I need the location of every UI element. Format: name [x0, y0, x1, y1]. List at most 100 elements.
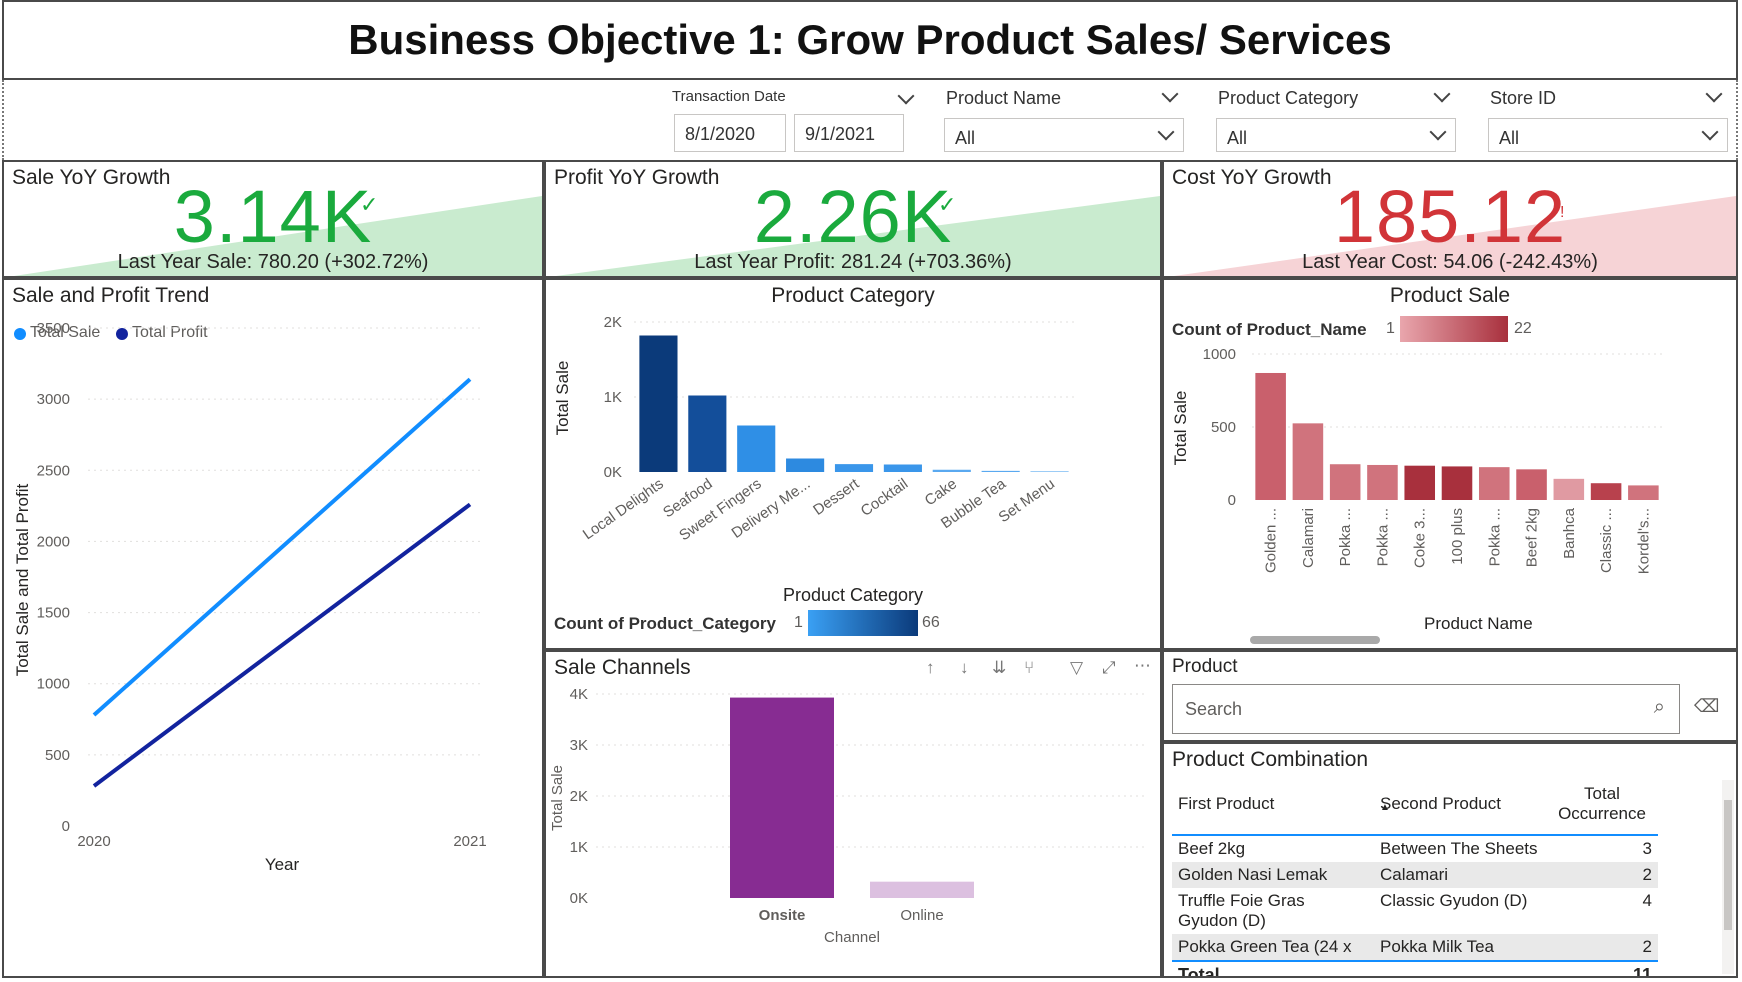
slicer-bar: Transaction Date 8/1/2020 9/1/2021 Produ… [2, 80, 1738, 160]
product-sale-bar-chart[interactable]: 0 500 1000 Total Sale Golden ... Calamari Pokk… [1164, 280, 1736, 616]
category-chart-panel[interactable]: Product Category 0K 1K 2K Total Sale Local D… [544, 278, 1162, 650]
table-row[interactable]: Beef 2kg Between The Sheets 3 [1172, 835, 1658, 862]
bar-onsite [730, 697, 834, 898]
store-id-slicer-label: Store ID [1490, 88, 1557, 108]
y-tick-label: 3K [570, 737, 588, 754]
column-second-product[interactable]: Second Product ▲ [1374, 778, 1546, 836]
category-legend-gradient [808, 610, 918, 636]
date-from-input[interactable]: 8/1/2020 [674, 114, 786, 152]
store-id-dropdown[interactable]: All [1488, 118, 1728, 152]
kpi-cost-alert-icon: ! [1560, 204, 1565, 221]
y-tick-label: 500 [1211, 419, 1236, 436]
y-tick-label: 3000 [37, 391, 70, 408]
category-legend-min: 1 [794, 614, 803, 631]
product-search-panel: Product Search ⌕ ⌫ [1162, 650, 1738, 742]
x-tick-label: Pokka ... [1337, 508, 1354, 566]
focus-mode-icon[interactable]: ⤢ [1102, 658, 1116, 677]
search-icon[interactable]: ⌕ [1653, 696, 1665, 718]
drill-down-icon[interactable]: ↓ [960, 658, 969, 677]
product-category-header-chevron-icon[interactable] [1433, 85, 1451, 103]
x-tick-label: Golden ... [1263, 508, 1280, 573]
product-name-dropdown[interactable]: All [944, 118, 1184, 152]
table-scrollbar[interactable] [1722, 780, 1734, 974]
y-tick-label: 2500 [37, 462, 70, 479]
table-row[interactable]: Truffle Foie Gras Gyudon (D) Classic Gyu… [1172, 888, 1658, 934]
x-tick-label: Online [900, 907, 943, 924]
product-sale-scrollbar[interactable] [1250, 636, 1380, 644]
x-tick-label: Onsite [759, 907, 806, 924]
filter-icon[interactable]: ▽ [1070, 658, 1084, 677]
category-legend-max: 66 [922, 614, 940, 631]
kpi-sale-card[interactable]: Sale YoY Growth 3.14K ✓ Last Year Sale: … [2, 160, 544, 278]
product-name-header-chevron-icon[interactable] [1161, 85, 1179, 103]
expand-all-down-icon[interactable]: ⇊ [992, 658, 1007, 677]
y-tick-label: 2000 [37, 533, 70, 550]
product-combination-panel[interactable]: Product Combination First Product Second… [1162, 742, 1738, 978]
x-tick-label: Kordel's... [1635, 508, 1652, 574]
kpi-cost-subtitle: Last Year Cost: 54.06 (-242.43%) [1302, 251, 1598, 273]
kpi-profit-card[interactable]: Profit YoY Growth 2.26K ✓ Last Year Prof… [544, 160, 1162, 278]
bar-0 [1255, 372, 1286, 500]
store-id-header-chevron-icon[interactable] [1705, 85, 1723, 103]
total-empty-cell [1374, 960, 1546, 976]
bar-1 [1292, 423, 1324, 500]
kpi-sale-trend-area [14, 196, 542, 276]
cell-second-product: Between The Sheets [1380, 839, 1538, 858]
product-combination-title: Product Combination [1172, 748, 1369, 771]
legend-total-profit-label[interactable]: Total Profit [132, 324, 208, 341]
page-title: Business Objective 1: Grow Product Sales… [348, 16, 1392, 63]
kpi-cost-title: Cost YoY Growth [1172, 166, 1332, 189]
bar-1 [688, 395, 727, 472]
kpi-cost-value: 185.12 [1333, 175, 1567, 258]
table-row[interactable]: Golden Nasi Lemak Calamari 2 [1172, 862, 1658, 888]
sale-channels-panel[interactable]: Sale Channels ↑ ↓ ⇊ ⑂ ▽ ⤢ ⋯ 0K 1K 2K 3K 4K To… [544, 650, 1162, 978]
table-row[interactable]: Pokka Green Tea (24 x Pokka Milk Tea 2 [1172, 934, 1658, 961]
drill-up-icon[interactable]: ↑ [926, 658, 935, 677]
store-id-value: All [1499, 128, 1520, 148]
bar-8 [1030, 471, 1069, 472]
trend-chart-panel[interactable]: Sale and Profit Trend Total Sale Total P… [2, 278, 544, 978]
dashboard-header: Business Objective 1: Grow Product Sales… [2, 0, 1738, 80]
product-name-value: All [955, 128, 976, 148]
kpi-profit-subtitle: Last Year Profit: 281.24 (+703.36%) [694, 251, 1012, 273]
product-sale-panel[interactable]: Product Sale Count of Product_Name 1 22 … [1162, 278, 1738, 650]
legend-total-sale-dot [14, 328, 26, 340]
x-tick-label: Cocktail [858, 475, 911, 520]
trend-line-chart[interactable]: 0 500 1000 1500 2000 2500 3000 3500 2020 2021 Year… [4, 280, 542, 976]
column-total-occurrence[interactable]: Total Occurrence [1546, 778, 1658, 836]
product-sale-legend-min: 1 [1386, 320, 1395, 337]
x-tick-label: Classic ... [1598, 508, 1615, 573]
bar-online [870, 881, 974, 898]
cell-second-product: Calamari [1374, 862, 1546, 888]
bar-5 [883, 464, 922, 472]
table-scrollbar-thumb[interactable] [1724, 800, 1732, 930]
y-tick-label: 2K [604, 314, 622, 331]
column-first-product[interactable]: First Product [1172, 778, 1374, 836]
series-line-0 [92, 377, 472, 717]
date-to-input[interactable]: 9/1/2021 [794, 114, 904, 152]
bar-3 [1367, 464, 1398, 500]
legend-total-sale-label[interactable]: Total Sale [30, 324, 101, 341]
x-tick-label: Coke 3... [1412, 508, 1429, 568]
expand-hierarchy-icon[interactable]: ⑂ [1024, 658, 1035, 677]
cell-first-product: Pokka Green Tea (24 x [1172, 934, 1374, 961]
sort-ascending-icon[interactable]: ▲ [1380, 802, 1390, 813]
cell-first-product: Truffle Foie Gras Gyudon (D) [1178, 891, 1305, 930]
transaction-date-chevron-icon[interactable] [897, 87, 915, 105]
product-search-input[interactable]: Search ⌕ [1172, 684, 1680, 734]
y-axis-title: Total Sale and Total Profit [13, 483, 32, 676]
kpi-cost-card[interactable]: Cost YoY Growth 185.12 ! Last Year Cost:… [1162, 160, 1738, 278]
series-line-1 [92, 502, 472, 788]
eraser-icon[interactable]: ⌫ [1694, 696, 1720, 716]
kpi-profit-check-icon: ✓ [938, 192, 957, 217]
sale-channels-bar-chart[interactable]: 0K 1K 2K 3K 4K Total Sale Onsite Online Channel [546, 652, 1160, 976]
y-axis-title: Total Sale [553, 361, 572, 436]
cell-first-product: Beef 2kg [1178, 839, 1246, 858]
more-options-icon[interactable]: ⋯ [1134, 656, 1151, 675]
product-category-dropdown[interactable]: All [1216, 118, 1456, 152]
bar-10 [1628, 485, 1659, 500]
sale-channels-title: Sale Channels [554, 656, 691, 679]
product-search-placeholder: Search [1185, 699, 1243, 719]
x-tick-label: 2021 [453, 833, 486, 850]
